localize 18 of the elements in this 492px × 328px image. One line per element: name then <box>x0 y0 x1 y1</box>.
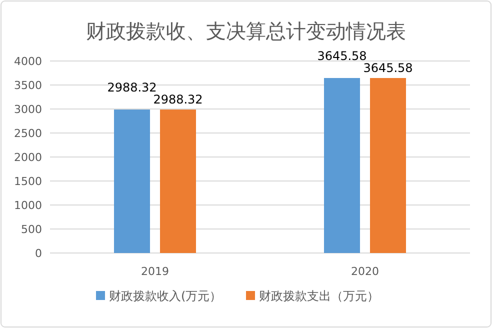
y-tick-label: 3500 <box>14 79 42 92</box>
data-label: 3645.58 <box>363 61 413 76</box>
legend-label: 财政拨款支出（万元） <box>259 289 379 303</box>
y-tick-label: 3000 <box>14 103 42 116</box>
legend-label: 财政拨款收入(万元） <box>109 289 222 303</box>
data-label: 3645.58 <box>317 49 367 64</box>
x-tick-label: 2019 <box>141 265 169 278</box>
y-tick-label: 1500 <box>14 175 42 188</box>
y-tick-label: 0 <box>35 247 42 260</box>
data-label: 2988.32 <box>153 92 203 107</box>
y-tick-label: 4000 <box>14 55 42 68</box>
x-tick-label: 2020 <box>351 265 379 278</box>
y-tick-label: 500 <box>21 223 42 236</box>
y-tick-label: 2000 <box>14 151 42 164</box>
chart-title: 财政拨款收、支决算总计变动情况表 <box>86 19 406 43</box>
data-label: 2988.32 <box>107 80 157 95</box>
y-tick-label: 2500 <box>14 127 42 140</box>
y-tick-label: 1000 <box>14 199 42 212</box>
